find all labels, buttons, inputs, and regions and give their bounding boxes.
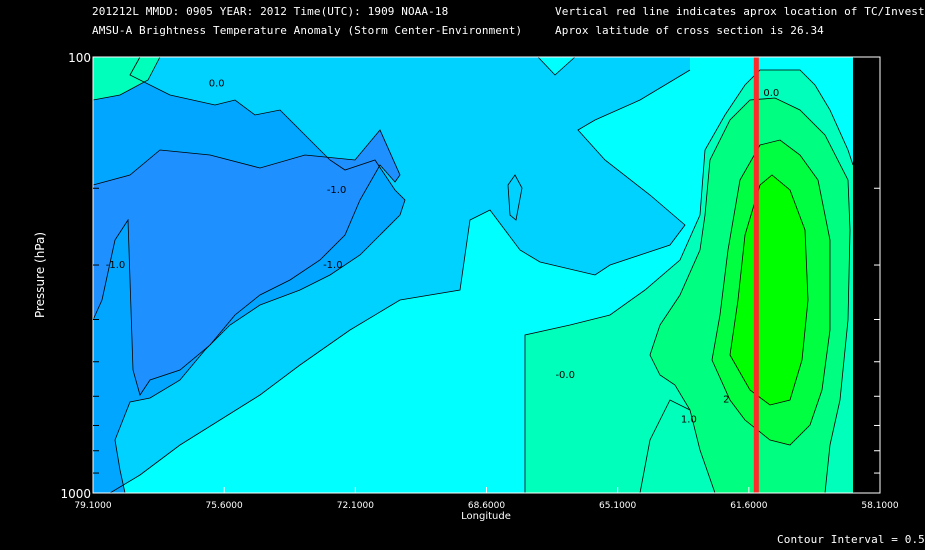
contour-region-neg1-5: [93, 130, 400, 395]
x-axis: 79.1000 75.6000 72.1000 68.6000 65.1000 61.60…: [74, 487, 899, 511]
contour-label: 1.0: [681, 415, 697, 426]
x-tick-label: 79.1000: [74, 501, 111, 511]
contour-label: 0.0: [763, 88, 779, 99]
contour-line-pos1-0: [649, 97, 851, 494]
y-tick-label: 100: [68, 51, 91, 65]
contour-label: -1.0: [323, 260, 343, 271]
contour-region-pos0-5-top: [93, 57, 160, 100]
header-line2-right: Aprox latitude of cross section is 26.34: [555, 24, 824, 37]
contour-region-pos2-0: [730, 175, 808, 405]
header-line1-right: Vertical red line indicates aprox locati…: [555, 5, 925, 18]
contour-line-pos2-0: [729, 174, 809, 406]
contour-line-neg1-0: [114, 56, 406, 494]
x-tick-label: 68.6000: [468, 501, 505, 511]
contour-label: 2: [723, 394, 729, 405]
contour-line-neg1-5: [92, 129, 401, 396]
plot-area: 0.0 -1.0 -1.0 -1.0 -0.0 0.0 1.0 2: [92, 56, 880, 494]
x-axis-label: Longitude: [461, 511, 511, 522]
x-tick-label: 75.6000: [206, 501, 243, 511]
contour-line-pos0-0: [524, 69, 854, 493]
contour-label: -1.0: [106, 260, 126, 271]
contour-label: -1.0: [327, 185, 347, 196]
x-tick-label: 61.6000: [730, 501, 767, 511]
contour-line-pos1-5: [711, 139, 831, 446]
x-tick-label: 58.1000: [861, 501, 898, 511]
no-data-strip: [853, 57, 880, 493]
contour-line-neg0-5: [109, 56, 691, 494]
header-line2-left: AMSU-A Brightness Temperature Anomaly (S…: [92, 24, 523, 37]
contour-line-pocket: [507, 174, 523, 221]
y-axis-label: Pressure (hPa): [33, 232, 47, 318]
contour-line-pos0-5-top: [92, 56, 161, 101]
header-line1-left: 201212L MMDD: 0905 YEAR: 2012 Time(UTC):…: [92, 5, 449, 18]
contour-pocket-small: [508, 175, 522, 220]
contour-label: 0.0: [209, 79, 225, 90]
contour-line-extra-low: [639, 399, 691, 494]
y-tick-label: 1000: [60, 487, 91, 501]
contour-labels: 0.0 -1.0 -1.0 -1.0 -0.0 0.0 1.0 2: [106, 79, 780, 426]
contour-label: -0.0: [555, 370, 575, 381]
x-tick-label: 72.1000: [337, 501, 374, 511]
contour-interval-note: Contour Interval = 0.5K: [777, 533, 925, 546]
y-axis: 100 1000: [60, 51, 880, 501]
x-tick-label: 65.1000: [599, 501, 636, 511]
